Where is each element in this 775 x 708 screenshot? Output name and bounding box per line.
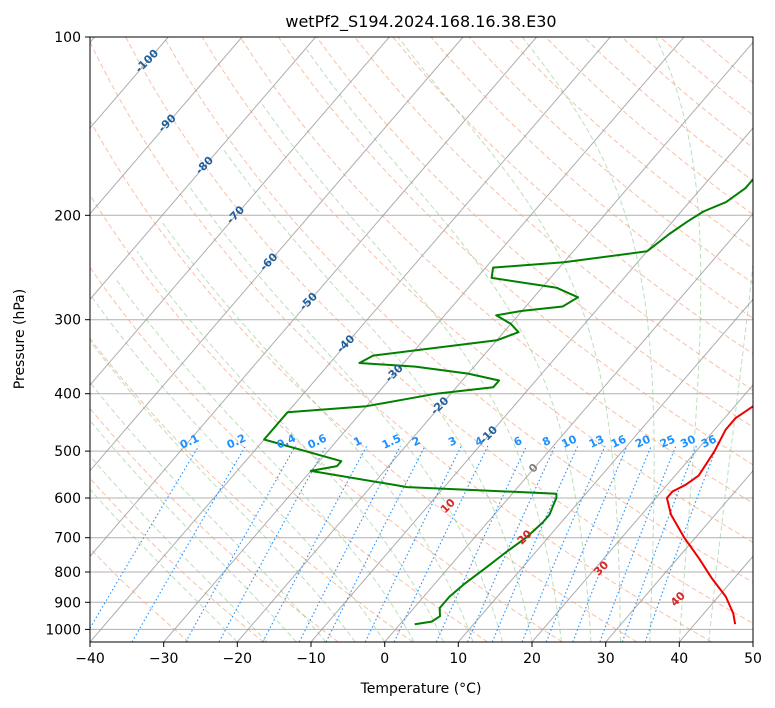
dry-adiabat: [90, 40, 712, 642]
mixing-ratio-line: [466, 445, 556, 642]
dry-adiabat: [392, 37, 753, 355]
y-tick-label: 800: [54, 565, 81, 581]
moist-adiabat: [91, 297, 386, 642]
x-tick-label: 10: [449, 651, 467, 667]
mixing-ratio-line: [90, 445, 200, 630]
mixing-ratio-line: [325, 445, 426, 642]
y-tick-label: 600: [54, 491, 81, 507]
x-axis-title: Temperature (°C): [360, 681, 482, 697]
mixing-ratio-line: [621, 445, 697, 642]
mixing-ratio-line: [185, 445, 296, 642]
x-tick-label: −40: [75, 651, 105, 667]
moist-adiabats: [90, 37, 753, 642]
x-tick-label: −20: [223, 651, 253, 667]
skewed-isotherm: [90, 37, 537, 558]
moist-adiabat: [90, 339, 356, 642]
temperature-line: [665, 405, 753, 625]
mixing-ratio-line: [491, 445, 579, 642]
dry-adiabat: [277, 37, 753, 466]
y-tick-label: 500: [54, 444, 81, 460]
skewed-isotherm: [90, 37, 390, 386]
skewed-isotherms: [90, 37, 753, 642]
skewed-isotherm: [90, 37, 316, 301]
skewed-isotherm: [310, 127, 753, 642]
plot-frame: [89, 36, 754, 643]
skewed-isotherm: [90, 37, 611, 642]
x-tick-label: 40: [670, 651, 688, 667]
mixing-ratio-label: 16: [609, 432, 629, 450]
mixing-ratio-line: [131, 445, 247, 642]
y-tick-label: 200: [54, 208, 81, 224]
skewed-isotherm: [163, 37, 685, 642]
moist-adiabat: [708, 258, 753, 642]
moist-adiabat: [521, 37, 655, 642]
x-tick-label: 30: [597, 651, 615, 667]
dry-adiabat: [468, 37, 753, 284]
dry-adiabat: [90, 407, 339, 642]
x-tick-label: −10: [296, 651, 326, 667]
mixing-ratio-line: [599, 445, 677, 642]
mixing-ratio-line: [393, 445, 489, 642]
dry-adiabat: [90, 477, 264, 642]
mixing-ratio-label: 25: [658, 433, 677, 451]
skewed-isotherm: [457, 298, 753, 642]
x-tick-label: 50: [744, 651, 762, 667]
moist-adiabat: [655, 37, 702, 642]
dry-adiabat: [90, 194, 563, 642]
moist-adiabat: [114, 277, 415, 642]
mixing-ratio-label: 13: [587, 433, 606, 451]
chart-title: wetPf2_S194.2024.168.16.38.E30: [285, 12, 556, 32]
skewed-isotherm: [90, 37, 464, 472]
dry-adiabat: [239, 37, 753, 504]
moist-adiabat: [90, 381, 327, 642]
skewed-isotherm: [531, 384, 753, 642]
dry-adiabat: [163, 37, 753, 583]
moist-adiabat: [161, 221, 474, 642]
mixing-ratio-label: 30: [678, 432, 698, 450]
moist-adiabat: [223, 149, 533, 642]
sounding-series: [263, 177, 753, 626]
dry-adiabat: [90, 266, 488, 642]
x-tick-label: 20: [523, 651, 541, 667]
moist-adiabat: [397, 37, 621, 642]
mixing-ratio-label: 10: [560, 432, 580, 450]
mixing-ratio-line: [218, 445, 327, 642]
y-tick-label: 400: [54, 387, 81, 403]
mixing-ratio-lines: [90, 445, 718, 642]
mixing-ratio-line: [644, 445, 718, 642]
dry-adiabat: [125, 37, 753, 624]
mixing-ratio-line: [364, 445, 462, 642]
y-axis-title: Pressure (hPa): [12, 289, 28, 389]
mixing-ratio-label: 20: [633, 432, 653, 450]
skewed-isotherm: [90, 37, 243, 215]
dewpoint-line: [263, 177, 753, 626]
x-tick-label: −30: [149, 651, 179, 667]
moist-adiabat: [306, 49, 592, 642]
x-tick-label: 0: [380, 651, 389, 667]
pressure-gridlines: [90, 37, 753, 630]
y-tick-label: 300: [54, 313, 81, 329]
skewed-isotherm: [605, 469, 753, 642]
moist-adiabat: [136, 251, 445, 642]
axes: −40 −30 −20 −10 0 10 20 30 40 50 100 200 300 400 500 60…: [45, 30, 762, 667]
y-tick-label: 700: [54, 531, 81, 547]
y-tick-label: 1000: [45, 622, 81, 638]
moist-adiabat: [261, 104, 562, 642]
y-tick-label: 900: [54, 595, 81, 611]
y-tick-label: 100: [54, 30, 81, 46]
dry-adiabat: [354, 37, 753, 391]
moist-adiabat: [90, 419, 297, 642]
mixing-ratio-label: 36: [699, 432, 719, 450]
moist-adiabat: [90, 455, 268, 642]
skewed-isotherm: [384, 212, 753, 642]
